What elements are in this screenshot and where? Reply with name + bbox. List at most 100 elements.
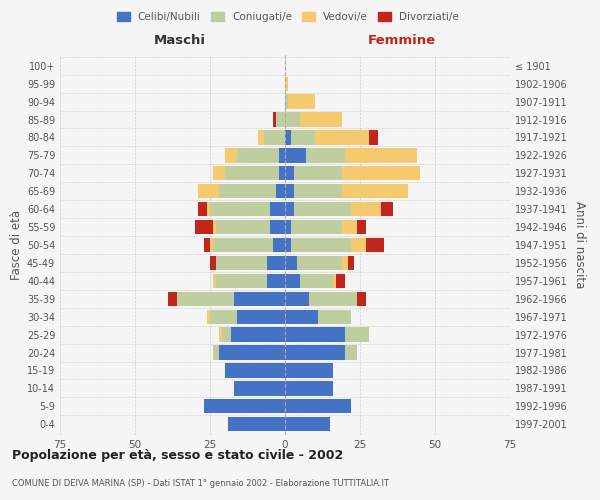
Bar — [204, 238, 210, 252]
Bar — [285, 274, 300, 288]
Bar — [345, 148, 417, 162]
Bar — [285, 346, 345, 360]
Bar — [342, 256, 348, 270]
Bar — [267, 256, 285, 270]
Bar — [198, 202, 207, 216]
Bar — [285, 184, 294, 198]
Bar — [285, 220, 291, 234]
Bar — [216, 274, 267, 288]
Bar — [225, 148, 237, 162]
Bar — [300, 274, 333, 288]
Bar — [195, 220, 213, 234]
Bar — [270, 220, 285, 234]
Bar — [210, 238, 213, 252]
Bar — [225, 166, 279, 180]
Text: Maschi: Maschi — [154, 34, 206, 48]
Bar — [228, 417, 285, 432]
Bar — [285, 399, 351, 413]
Bar — [336, 274, 345, 288]
Text: Popolazione per età, sesso e stato civile - 2002: Popolazione per età, sesso e stato civil… — [12, 450, 343, 462]
Bar — [213, 274, 216, 288]
Bar — [216, 220, 270, 234]
Bar — [210, 256, 216, 270]
Bar — [366, 238, 384, 252]
Bar — [291, 238, 351, 252]
Bar — [351, 238, 366, 252]
Bar — [213, 346, 219, 360]
Bar — [198, 184, 219, 198]
Bar — [357, 292, 366, 306]
Bar — [219, 346, 285, 360]
Bar — [285, 148, 306, 162]
Bar — [294, 202, 351, 216]
Text: COMUNE DI DEIVA MARINA (SP) - Dati ISTAT 1° gennaio 2002 - Elaborazione TUTTITAL: COMUNE DI DEIVA MARINA (SP) - Dati ISTAT… — [12, 478, 389, 488]
Bar — [357, 220, 366, 234]
Bar — [285, 130, 291, 144]
Bar — [306, 148, 345, 162]
Y-axis label: Fasce di età: Fasce di età — [10, 210, 23, 280]
Y-axis label: Anni di nascita: Anni di nascita — [573, 202, 586, 288]
Bar — [342, 220, 357, 234]
Text: Femmine: Femmine — [368, 34, 436, 48]
Bar — [285, 364, 333, 378]
Bar — [216, 256, 267, 270]
Bar — [204, 399, 285, 413]
Bar — [210, 310, 237, 324]
Bar — [168, 292, 177, 306]
Bar — [213, 238, 273, 252]
Bar — [351, 202, 381, 216]
Bar — [219, 184, 276, 198]
Bar — [285, 381, 333, 396]
Bar — [345, 346, 357, 360]
Bar — [237, 148, 279, 162]
Bar — [345, 328, 369, 342]
Bar — [264, 130, 285, 144]
Bar — [219, 328, 222, 342]
Bar — [333, 274, 336, 288]
Bar — [291, 220, 342, 234]
Bar — [309, 292, 357, 306]
Bar — [222, 328, 231, 342]
Bar — [279, 166, 285, 180]
Bar — [213, 220, 216, 234]
Bar — [300, 112, 342, 126]
Bar — [315, 130, 369, 144]
Bar — [342, 166, 420, 180]
Bar — [285, 256, 297, 270]
Bar — [381, 202, 393, 216]
Bar — [342, 184, 408, 198]
Bar — [285, 76, 288, 91]
Bar — [294, 184, 342, 198]
Bar — [285, 292, 309, 306]
Bar — [285, 328, 345, 342]
Bar — [285, 112, 300, 126]
Bar — [177, 292, 234, 306]
Bar — [285, 238, 291, 252]
Bar — [234, 381, 285, 396]
Bar — [273, 238, 285, 252]
Bar — [267, 274, 285, 288]
Bar — [285, 94, 288, 109]
Bar — [237, 310, 285, 324]
Bar — [297, 256, 342, 270]
Bar — [276, 184, 285, 198]
Bar — [285, 310, 318, 324]
Bar — [207, 310, 210, 324]
Bar — [279, 148, 285, 162]
Bar — [210, 202, 270, 216]
Bar — [273, 112, 276, 126]
Bar — [369, 130, 378, 144]
Bar — [348, 256, 354, 270]
Bar — [231, 328, 285, 342]
Bar — [285, 166, 294, 180]
Bar — [291, 130, 315, 144]
Bar — [234, 292, 285, 306]
Bar — [258, 130, 264, 144]
Legend: Celibi/Nubili, Coniugati/e, Vedovi/e, Divorziati/e: Celibi/Nubili, Coniugati/e, Vedovi/e, Di… — [113, 8, 463, 26]
Bar — [288, 94, 315, 109]
Bar — [294, 166, 342, 180]
Bar — [270, 202, 285, 216]
Bar — [276, 112, 285, 126]
Bar — [285, 202, 294, 216]
Bar — [213, 166, 225, 180]
